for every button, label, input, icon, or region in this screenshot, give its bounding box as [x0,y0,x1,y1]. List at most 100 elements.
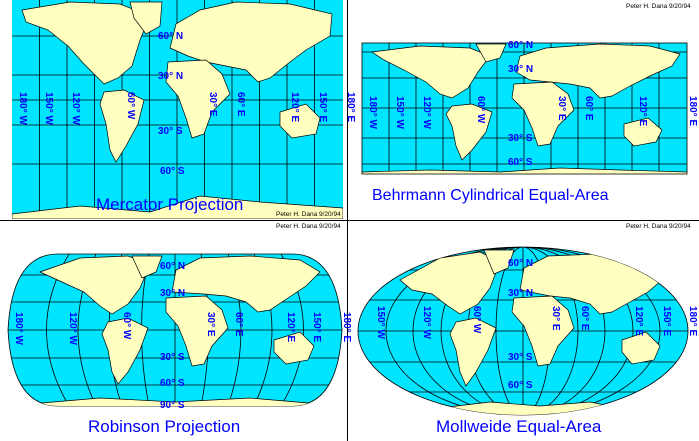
credit-text: Peter H. Dana 9/20/94 [276,211,341,218]
land-north-america [21,1,151,85]
lat-label: 30° N [158,71,183,82]
panel-robinson: Peter H. Dana 9/20/94 [7,223,352,436]
lat-label: 60° N [508,40,533,51]
panel-title: Behrmann Cylindrical Equal-Area [372,187,609,204]
lon-label: 30° E [205,312,216,337]
lon-label: 60° E [235,92,246,117]
land-greenland [475,43,507,63]
land-africa [165,59,231,139]
lon-label: 150° E [311,312,322,342]
lon-label: 150° W [394,96,405,129]
lon-label: 120° W [421,306,432,339]
land-eurasia [171,255,321,313]
lat-label: 30° N [508,288,533,299]
land-greenland [129,1,163,35]
land-south-america [445,103,493,161]
panel-mollweide: Peter H. Dana 9/20/94 [357,223,698,436]
land-australia [279,103,321,139]
mollweide-landmasses [399,249,663,415]
lon-label: 150° E [661,306,672,336]
panel-behrmann: Peter H. Dana 9/20/94 [361,3,698,204]
lon-label: 180° E [687,96,698,126]
lon-label: 60° W [471,306,482,334]
land-africa [511,81,575,147]
lat-label: 60° N [160,261,185,272]
lon-label: 120° W [70,92,81,125]
lon-label: 60° E [233,312,244,337]
land-australia [273,331,315,365]
land-australia [623,117,663,147]
behrmann-lat-labels: 60° N 30° N 30° S 60° S [508,40,533,168]
land-australia [621,331,661,365]
credit-text: Peter H. Dana 9/20/94 [626,3,691,10]
land-antarctica [12,195,343,219]
lon-label: 60° E [583,96,594,121]
robinson-lat-labels: 60° N 30° N 30° S 60° S 90° S [160,261,185,411]
land-antarctica [29,397,321,406]
land-africa [165,295,229,367]
mollweide-lon-labels: 150° W 120° W 60° W 30° E 60° E 120° E 1… [375,306,698,339]
land-south-america [101,317,149,385]
lon-label: 180° E [687,306,698,336]
lat-label: 60° S [160,378,185,389]
land-north-america [399,251,501,315]
behrmann-landmasses [362,43,687,174]
lat-label: 30° S [160,352,185,363]
lon-label: 120° W [421,96,432,129]
lon-label: 180° W [17,92,28,125]
mollweide-lat-labels: 60° N 30° N 30° S 60° S [508,258,533,391]
credit-text: Peter H. Dana 9/20/94 [276,223,341,230]
credit-text: Peter H. Dana 9/20/94 [626,223,691,230]
lat-label: 60° S [508,157,533,168]
lat-label: 30° S [508,352,533,363]
lon-label: 30° E [556,96,567,121]
lat-label: 30° N [160,288,185,299]
lon-label: 120° W [67,312,78,345]
land-eurasia [169,1,333,83]
lat-label: 60° S [508,380,533,391]
lon-label: 180° W [367,96,378,129]
mercator-landmasses [12,1,343,219]
land-greenland [131,255,163,279]
lon-label: 120° E [285,312,296,342]
panel-title: Mollweide Equal-Area [436,417,602,436]
lat-label: 60° N [158,31,183,42]
land-greenland [483,249,515,275]
robinson-lon-labels: 180° W 120° W 60° W 30° E 60° E 120° E 1… [13,312,352,345]
land-south-america [449,317,497,387]
lon-label: 150° W [375,306,386,339]
lon-label: 60° W [125,92,136,120]
lon-label: 60° W [475,96,486,124]
behrmann-graticule [362,43,687,174]
lon-label: 30° E [550,306,561,331]
lon-label: 60° W [121,312,132,340]
land-north-america [39,255,151,315]
lon-label: 120° E [637,96,648,126]
lon-label: 120° E [633,306,644,336]
lat-label: 60° S [160,166,185,177]
mercator-lat-labels: 60° N 30° N 30° S 60° S [158,31,185,177]
robinson-landmasses [29,255,321,406]
land-south-america [99,89,145,163]
mercator-lon-labels: 180° W 150° W 120° W 60° W 30° E 60° E 1… [17,92,356,125]
lon-label: 180° W [13,312,24,345]
lat-label: 30° S [508,133,533,144]
lon-label: 120° E [289,92,300,122]
land-eurasia [519,253,663,315]
lon-label: 60° E [579,306,590,331]
land-africa [511,295,575,367]
lon-label: 150° W [43,92,54,125]
land-north-america [371,45,491,99]
land-eurasia [515,43,681,99]
land-antarctica [362,167,687,174]
panel-title: Mercator Projection [96,195,243,214]
panel-mercator: 60° N 30° N 30° S 60° S 180° W 150° W 12… [12,0,356,219]
lat-label: 30° N [508,64,533,75]
behrmann-lon-labels: 180° W 150° W 120° W 60° W 30° E 60° E 1… [367,96,698,129]
panel-title: Robinson Projection [88,417,240,436]
lon-label: 180° E [345,92,356,122]
lon-label: 180° E [341,312,352,342]
lon-label: 30° E [207,92,218,117]
lat-label: 60° N [508,258,533,269]
